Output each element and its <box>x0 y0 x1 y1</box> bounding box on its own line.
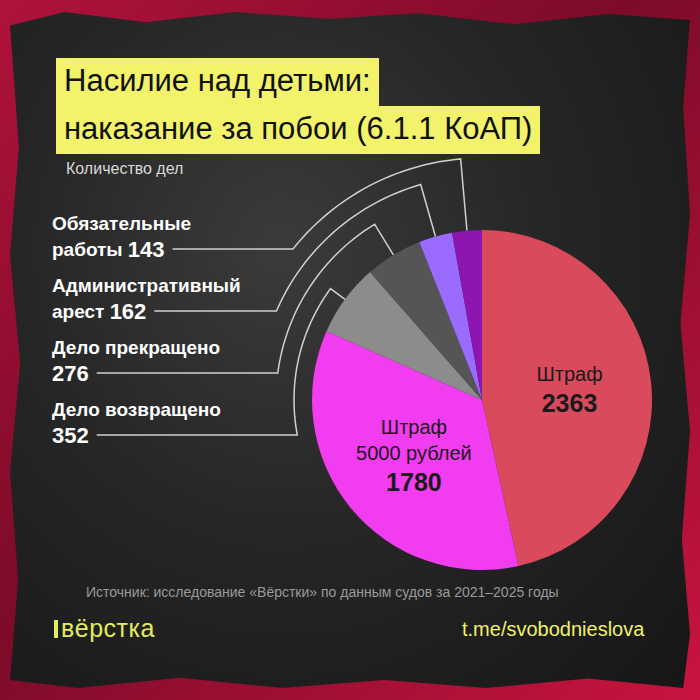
svg-text:2363: 2363 <box>542 389 598 417</box>
svg-text:работы: работы <box>52 239 128 260</box>
html-text:t.me/svobodnieslova: t.me/svobodnieslova <box>462 618 645 640</box>
html-text:Количество дел: Количество дел <box>66 160 184 177</box>
html-text:вёрстка: вёрстка <box>61 614 155 642</box>
svg-text:143: 143 <box>128 237 165 262</box>
svg-text:Штраф: Штраф <box>381 416 447 438</box>
html-text:наказание за побои (6.1.1 КоАП: наказание за побои (6.1.1 КоАП) <box>64 111 533 146</box>
svg-text:Дело прекращено: Дело прекращено <box>52 337 220 358</box>
svg-text:Штраф: Штраф <box>536 363 602 385</box>
svg-text:Административный: Административный <box>52 275 241 296</box>
svg-text:5000 рублей: 5000 рублей <box>356 442 472 464</box>
html-text:Источник: исследование «Вёрстк: Источник: исследование «Вёрстки» по данн… <box>86 584 559 600</box>
svg-text:Обязательные: Обязательные <box>52 213 191 234</box>
svg-text:арест: арест <box>52 301 110 322</box>
svg-text:Дело возвращено: Дело возвращено <box>52 399 221 420</box>
svg-text:162: 162 <box>110 299 147 324</box>
svg-text:276: 276 <box>52 361 89 386</box>
svg-text:1780: 1780 <box>386 468 442 496</box>
svg-text:352: 352 <box>52 423 89 448</box>
html-text:Насилие над детьми:: Насилие над детьми: <box>64 63 371 98</box>
